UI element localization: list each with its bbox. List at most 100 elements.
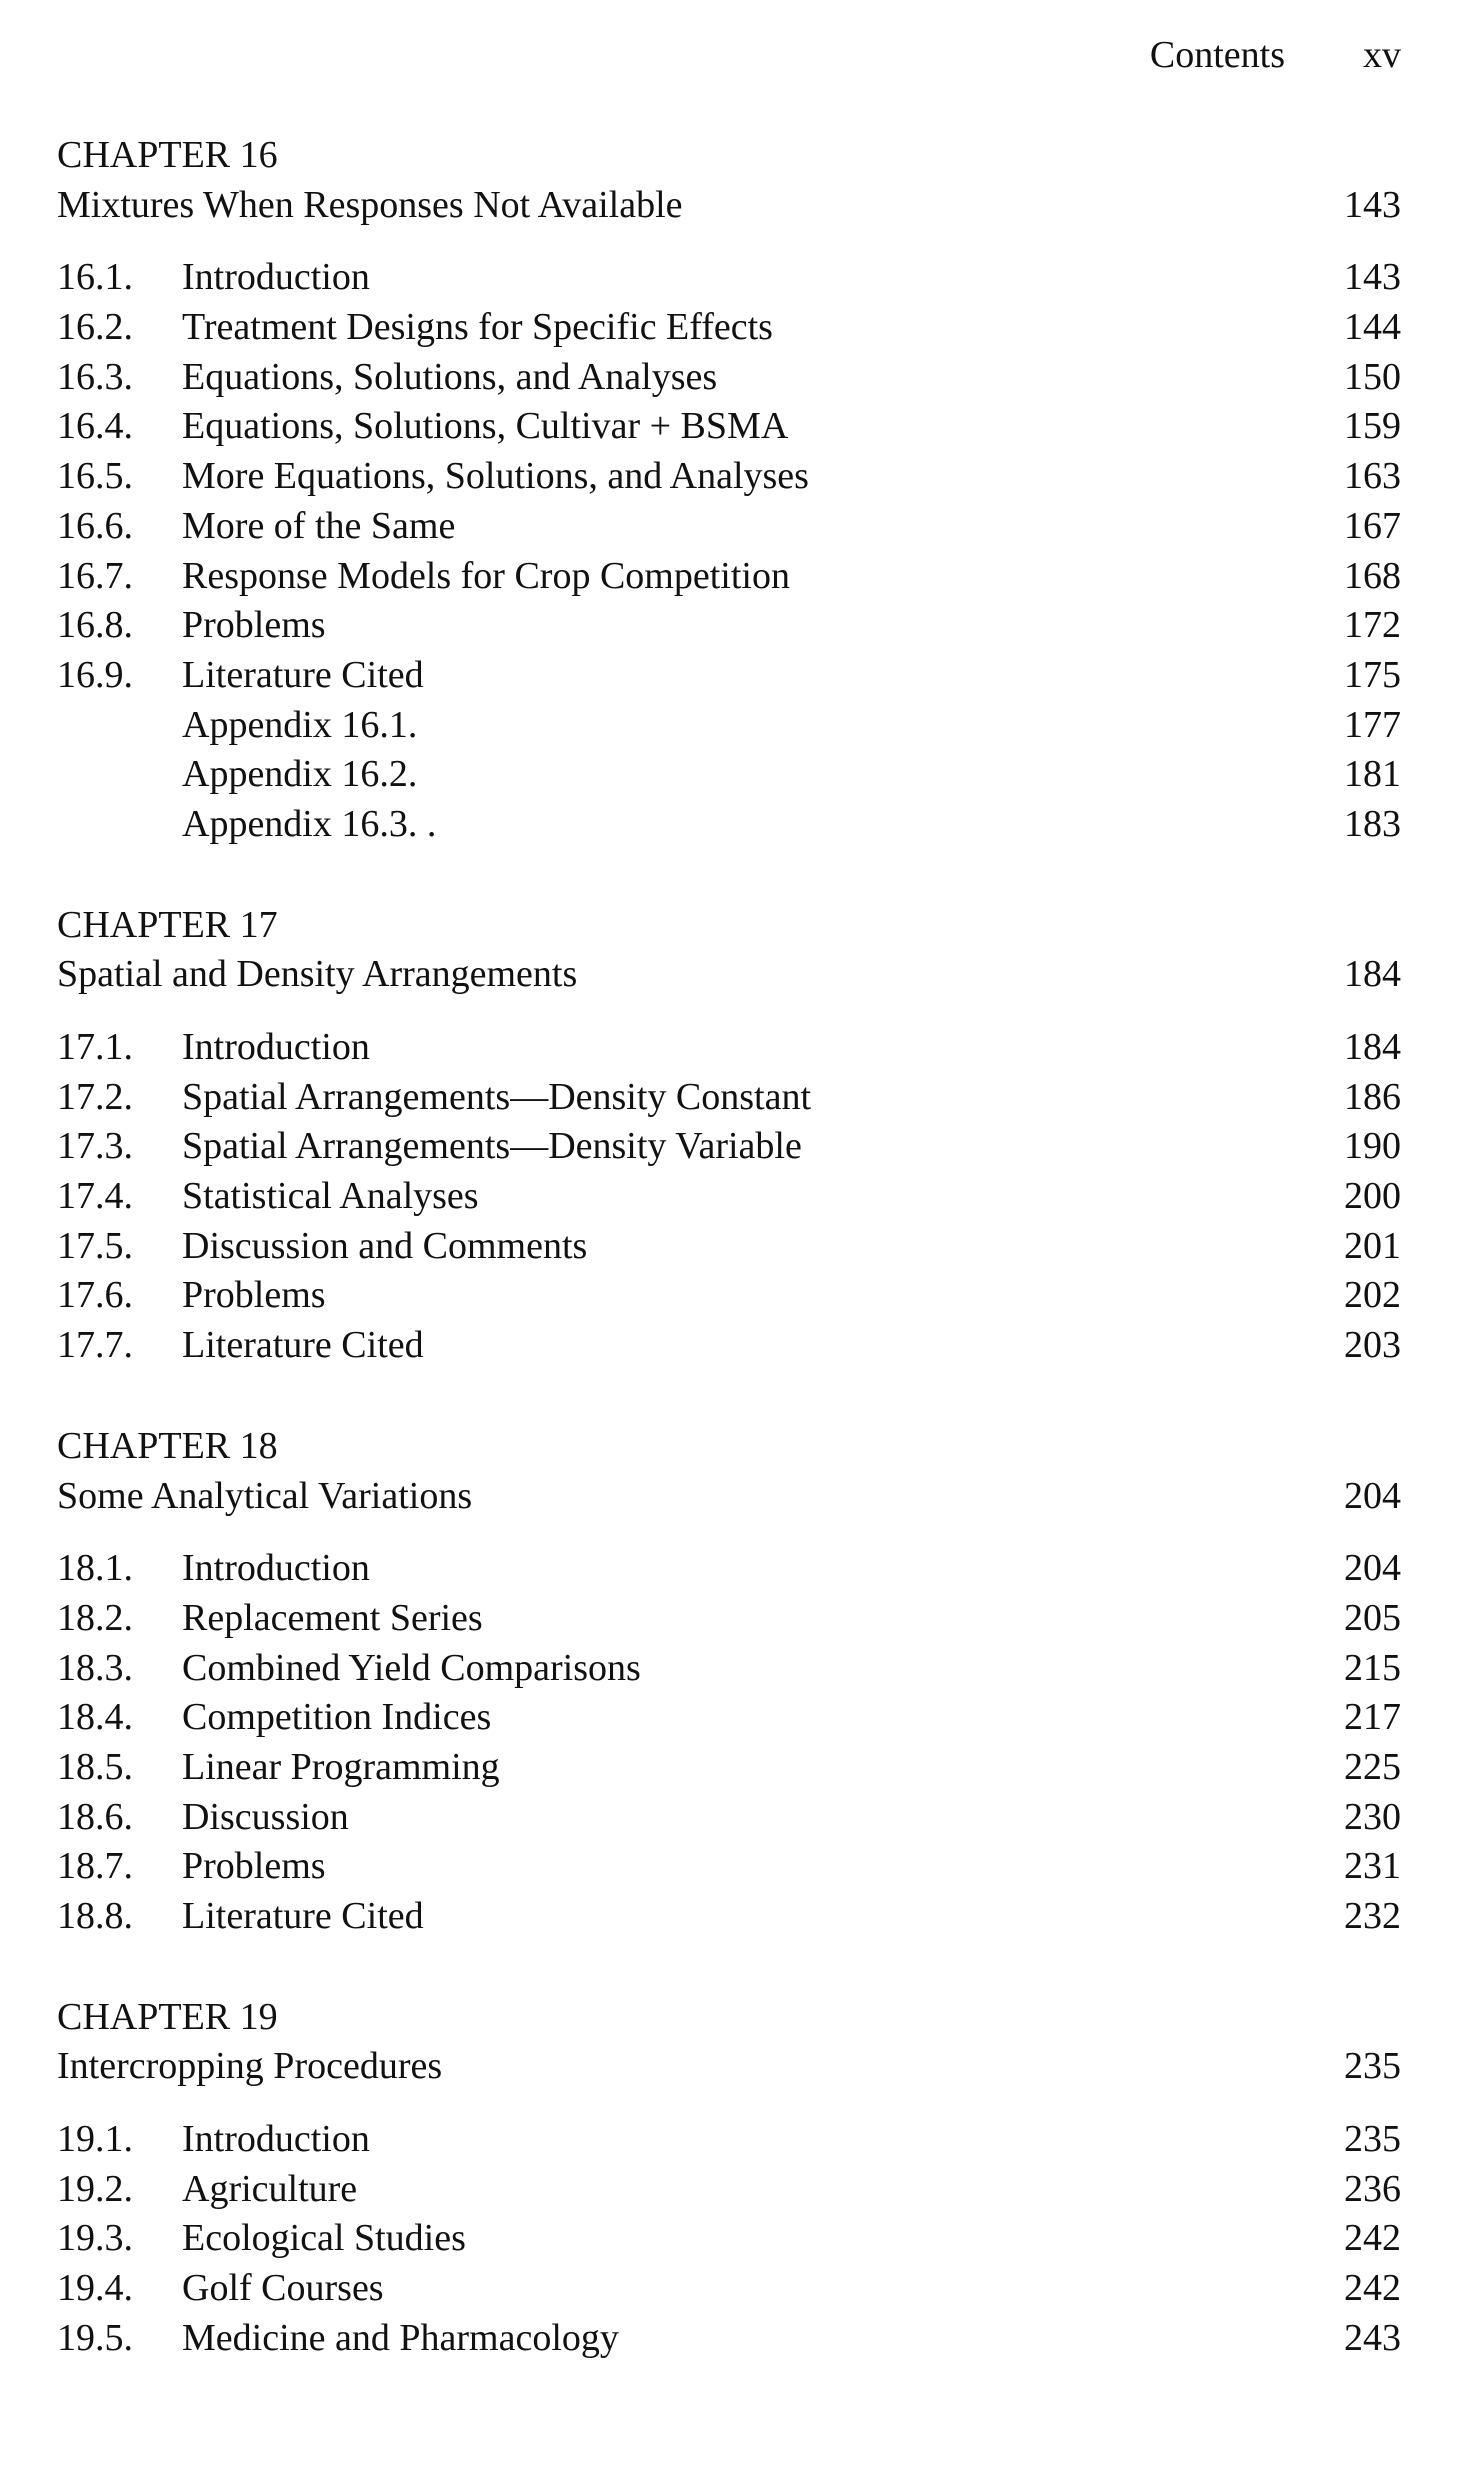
section-number: 19.3. — [57, 2217, 133, 2260]
section-number — [57, 750, 182, 800]
section-page: 231 — [1344, 1845, 1401, 1888]
section-title: More of the Same — [182, 504, 456, 547]
chapter-label-text: CHAPTER 16 — [57, 134, 278, 176]
section-page: 202 — [1344, 1274, 1401, 1317]
section-title: Literature Cited — [182, 653, 424, 696]
section-page: 225 — [1344, 1745, 1401, 1788]
section-number: 18.4. — [57, 1696, 133, 1739]
chapter-label-text: CHAPTER 19 — [57, 1995, 278, 2038]
toc-entry: 19.2. Agriculture 236 — [57, 2165, 1401, 2215]
section-number: 17.3. — [57, 1125, 133, 1168]
chapter-page: 204 — [1344, 1474, 1401, 1517]
toc-entry: 16.4. Equations, Solutions, Cultivar + BS… — [57, 402, 1401, 452]
chapter-page: 184 — [1344, 953, 1401, 996]
section-number: 18.3. — [57, 1646, 133, 1689]
section-title: Response Models for Crop Competition — [182, 554, 790, 597]
section-page: 167 — [1344, 504, 1401, 547]
section-title: Literature Cited — [182, 1324, 424, 1367]
section-title: Problems — [182, 604, 326, 647]
chapter-label: CHAPTER 17 — [57, 901, 1401, 951]
section-number: 18.6. — [57, 1795, 133, 1838]
section-page: 236 — [1344, 2167, 1401, 2210]
section-title: Introduction — [182, 1026, 370, 1068]
section-number: 19.2. — [57, 2167, 133, 2210]
section-number: 16.9. — [57, 653, 133, 696]
section-number: 19.1. — [57, 2118, 133, 2161]
section-title: Statistical Analyses — [182, 1175, 479, 1218]
toc-entry: 18.2. Replacement Series 205 — [57, 1594, 1401, 1644]
page-number: xv — [1363, 34, 1401, 76]
section-page: 144 — [1344, 306, 1401, 349]
chapter-block: CHAPTER 17 Spatial and Density Arrangemen… — [57, 901, 1401, 1371]
section-title: Appendix 16.2. — [182, 753, 418, 796]
section-title: Spatial Arrangements—Density Variable — [182, 1125, 802, 1168]
section-number: 16.4. — [57, 405, 133, 448]
toc-entry: 19.3. Ecological Studies 242 — [57, 2214, 1401, 2264]
section-title: Discussion — [182, 1795, 349, 1838]
chapter-title: Spatial and Density Arrangements — [57, 953, 578, 996]
toc-entry: 17.2. Spatial Arrangements—Density Consta… — [57, 1073, 1401, 1123]
section-title: Equations, Solutions, Cultivar + BSMA — [182, 405, 789, 448]
section-page: 201 — [1344, 1224, 1401, 1267]
toc-entry: 16.9. Literature Cited 175 — [57, 651, 1401, 701]
toc-entry: 18.5. Linear Programming 225 — [57, 1743, 1401, 1793]
chapter-label: CHAPTER 19 — [57, 1993, 1401, 2043]
section-page: 159 — [1344, 405, 1401, 448]
section-page: 184 — [1344, 1026, 1401, 1068]
section-title: Introduction — [182, 1547, 370, 1590]
section-number: 16.8. — [57, 604, 133, 647]
section-number: 18.2. — [57, 1596, 133, 1639]
toc-entry: 18.4. Competition Indices 217 — [57, 1693, 1401, 1743]
section-title: Literature Cited — [182, 1895, 424, 1937]
chapter-title-row: Some Analytical Variations 204 — [57, 1472, 1401, 1522]
toc-entry: 17.6. Problems 202 — [57, 1271, 1401, 1321]
toc-entry: 16.7. Response Models for Crop Competitio… — [57, 552, 1401, 602]
toc-entry: 18.3. Combined Yield Comparisons 215 — [57, 1644, 1401, 1694]
toc-entry: Appendix 16.1. 177 — [57, 701, 1401, 751]
toc-entry: 17.1. Introduction 184 — [57, 1023, 1401, 1073]
section-title: Combined Yield Comparisons — [182, 1646, 641, 1689]
section-page: 200 — [1344, 1175, 1401, 1218]
section-title: Problems — [182, 1845, 326, 1888]
toc-entry: 17.3. Spatial Arrangements—Density Variab… — [57, 1122, 1401, 1172]
toc-entry: 19.1. Introduction 235 — [57, 2115, 1401, 2165]
section-title: Medicine and Pharmacology — [182, 2316, 619, 2359]
section-number: 18.8. — [57, 1895, 133, 1937]
section-page: 186 — [1344, 1075, 1401, 1118]
section-page: 230 — [1344, 1795, 1401, 1838]
section-number: 16.6. — [57, 504, 133, 547]
toc-entry: 16.1. Introduction 143 — [57, 253, 1401, 303]
section-title: Competition Indices — [182, 1696, 492, 1739]
section-page: 150 — [1344, 355, 1401, 398]
toc-entry: 16.8. Problems 172 — [57, 601, 1401, 651]
section-number: 18.1. — [57, 1547, 133, 1590]
chapter-label: CHAPTER 16 — [57, 131, 1401, 181]
section-number — [57, 800, 182, 850]
chapter-page: 235 — [1344, 2045, 1401, 2088]
chapter-title: Intercropping Procedures — [57, 2045, 443, 2088]
toc-entry: 16.5. More Equations, Solutions, and Anal… — [57, 452, 1401, 502]
section-title: Treatment Designs for Specific Effects — [182, 306, 773, 349]
section-page: 190 — [1344, 1125, 1401, 1168]
toc-entry: 18.1. Introduction 204 — [57, 1544, 1401, 1594]
chapter-title: Some Analytical Variations — [57, 1474, 473, 1517]
toc-entry: 18.7. Problems 231 — [57, 1842, 1401, 1892]
chapter-block: CHAPTER 19 Intercropping Procedures 235 19.… — [57, 1993, 1401, 2364]
section-page: 217 — [1344, 1696, 1401, 1739]
section-title: Agriculture — [182, 2167, 358, 2210]
section-title: Ecological Studies — [182, 2217, 466, 2260]
section-number: 17.7. — [57, 1324, 133, 1367]
toc-entry: 17.4. Statistical Analyses 200 — [57, 1172, 1401, 1222]
section-title: Appendix 16.3. . — [182, 802, 437, 845]
chapter-label-text: CHAPTER 18 — [57, 1424, 278, 1467]
toc-entry: 18.6. Discussion 230 — [57, 1793, 1401, 1843]
chapter-title-row: Intercropping Procedures 235 — [57, 2042, 1401, 2092]
chapter-title: Mixtures When Responses Not Available — [57, 183, 683, 226]
section-title: Golf Courses — [182, 2267, 384, 2310]
section-page: 232 — [1344, 1895, 1401, 1937]
section-page: 168 — [1344, 554, 1401, 597]
toc-entry: 17.5. Discussion and Comments 201 — [57, 1222, 1401, 1272]
chapter-title-row: Mixtures When Responses Not Available 143 — [57, 181, 1401, 231]
section-page: 235 — [1344, 2118, 1401, 2161]
section-number: 18.7. — [57, 1845, 133, 1888]
